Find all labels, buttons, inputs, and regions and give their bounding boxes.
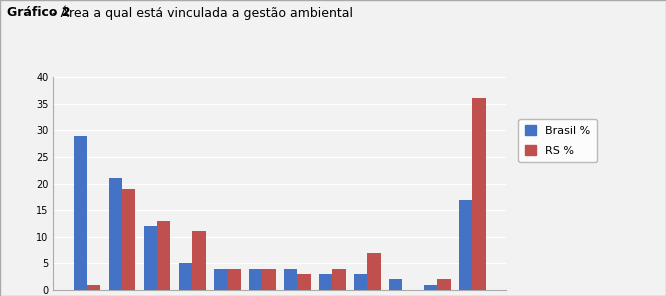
Bar: [214, 269, 227, 290]
Bar: [472, 98, 486, 290]
Bar: [87, 285, 101, 290]
Bar: [74, 136, 87, 290]
Bar: [249, 269, 262, 290]
Bar: [192, 231, 206, 290]
Bar: [389, 279, 402, 290]
Bar: [179, 263, 192, 290]
Bar: [262, 269, 276, 290]
Bar: [319, 274, 332, 290]
Bar: [157, 221, 170, 290]
Bar: [438, 279, 451, 290]
Bar: [332, 269, 346, 290]
Bar: [122, 189, 135, 290]
Bar: [284, 269, 297, 290]
Legend: Brasil %, RS %: Brasil %, RS %: [518, 119, 597, 163]
Text: - Área a qual está vinculada a gestão ambiental: - Área a qual está vinculada a gestão am…: [48, 6, 353, 20]
Bar: [459, 200, 472, 290]
Bar: [297, 274, 310, 290]
Bar: [227, 269, 240, 290]
Bar: [144, 226, 157, 290]
Text: Gráfico 2: Gráfico 2: [7, 6, 70, 19]
Bar: [354, 274, 367, 290]
Bar: [109, 178, 122, 290]
Bar: [367, 253, 380, 290]
Bar: [424, 285, 438, 290]
